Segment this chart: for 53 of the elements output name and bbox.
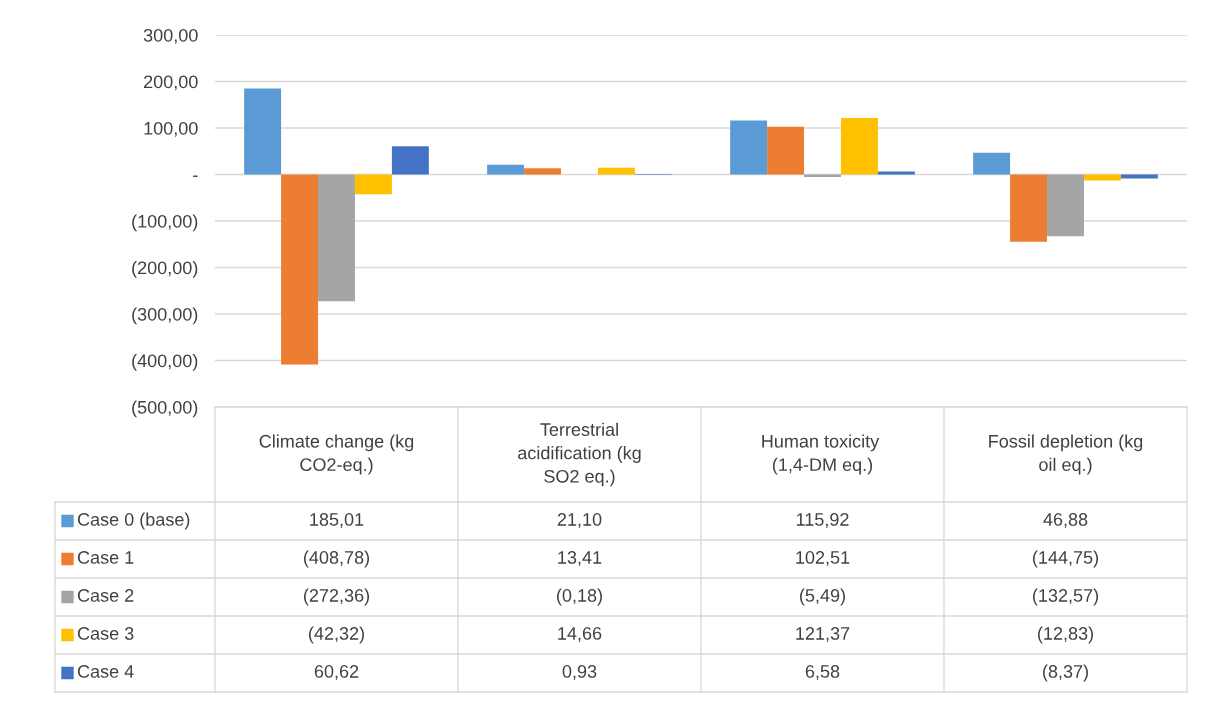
bar: [318, 174, 355, 302]
bar: [973, 152, 1011, 175]
y-tick-label: (200,00): [132, 260, 198, 278]
y-tick-label: 200,00: [144, 75, 198, 91]
y-tick-label: 300,00: [143, 28, 198, 44]
bar: [840, 118, 878, 175]
data-label: 115,92: [796, 513, 849, 528]
legend-label: Case 1: [77, 551, 134, 564]
data-label: 121,37: [796, 627, 850, 642]
data-label: 14,66: [558, 627, 602, 642]
bar: [1047, 174, 1084, 237]
data-label: (5,49): [800, 588, 845, 606]
x-tick-label: Terrestrial acidification (kg SO2 eq.): [518, 422, 641, 487]
bar: [244, 88, 282, 175]
data-label: 13,41: [558, 551, 602, 566]
data-label: 21,10: [557, 513, 602, 528]
bar: [281, 174, 319, 365]
x-tick-label: Human toxicity (1,4-DM eq.): [762, 434, 880, 475]
data-label: (12,83): [1038, 626, 1093, 644]
legend-label: Case 3: [77, 627, 134, 640]
legend-label: Case 4: [77, 665, 134, 678]
data-label: 46,88: [1043, 513, 1088, 528]
data-label: (42,32): [309, 626, 364, 644]
data-label: (272,36): [304, 588, 370, 606]
data-label: (0,18): [557, 588, 602, 606]
y-tick-label: (500,00): [132, 400, 198, 418]
legend-label: Case 2: [77, 589, 134, 602]
legend-label: Case 0 (base): [77, 512, 190, 530]
data-label: 6,58: [805, 665, 840, 680]
data-label: 185,01: [310, 513, 364, 528]
data-label: 60,62: [314, 665, 359, 680]
bar: [524, 168, 562, 175]
bar: [1010, 174, 1048, 242]
data-label: (144,75): [1033, 550, 1099, 568]
y-tick-label: (300,00): [132, 307, 198, 325]
bar: [877, 171, 915, 175]
data-label: (408,78): [304, 550, 370, 568]
x-tick-label: Fossil depletion (kg oil eq.): [989, 434, 1143, 475]
data-label: 0,93: [562, 665, 597, 680]
data-label: (132,57): [1033, 588, 1099, 606]
bar: [391, 146, 429, 175]
y-tick-label: -: [193, 175, 198, 177]
y-tick-label: (100,00): [132, 214, 198, 232]
bar: [767, 126, 805, 175]
data-label: (8,37): [1043, 664, 1088, 682]
x-tick-label: Climate change (kg CO2-eq.): [259, 434, 414, 475]
bar: [487, 164, 525, 175]
bar: [597, 167, 635, 175]
y-tick-label: (400,00): [132, 353, 198, 371]
bar: [730, 120, 768, 175]
bar: [354, 174, 392, 195]
data-label: 102,51: [796, 551, 850, 566]
y-tick-label: 100,00: [144, 121, 198, 137]
